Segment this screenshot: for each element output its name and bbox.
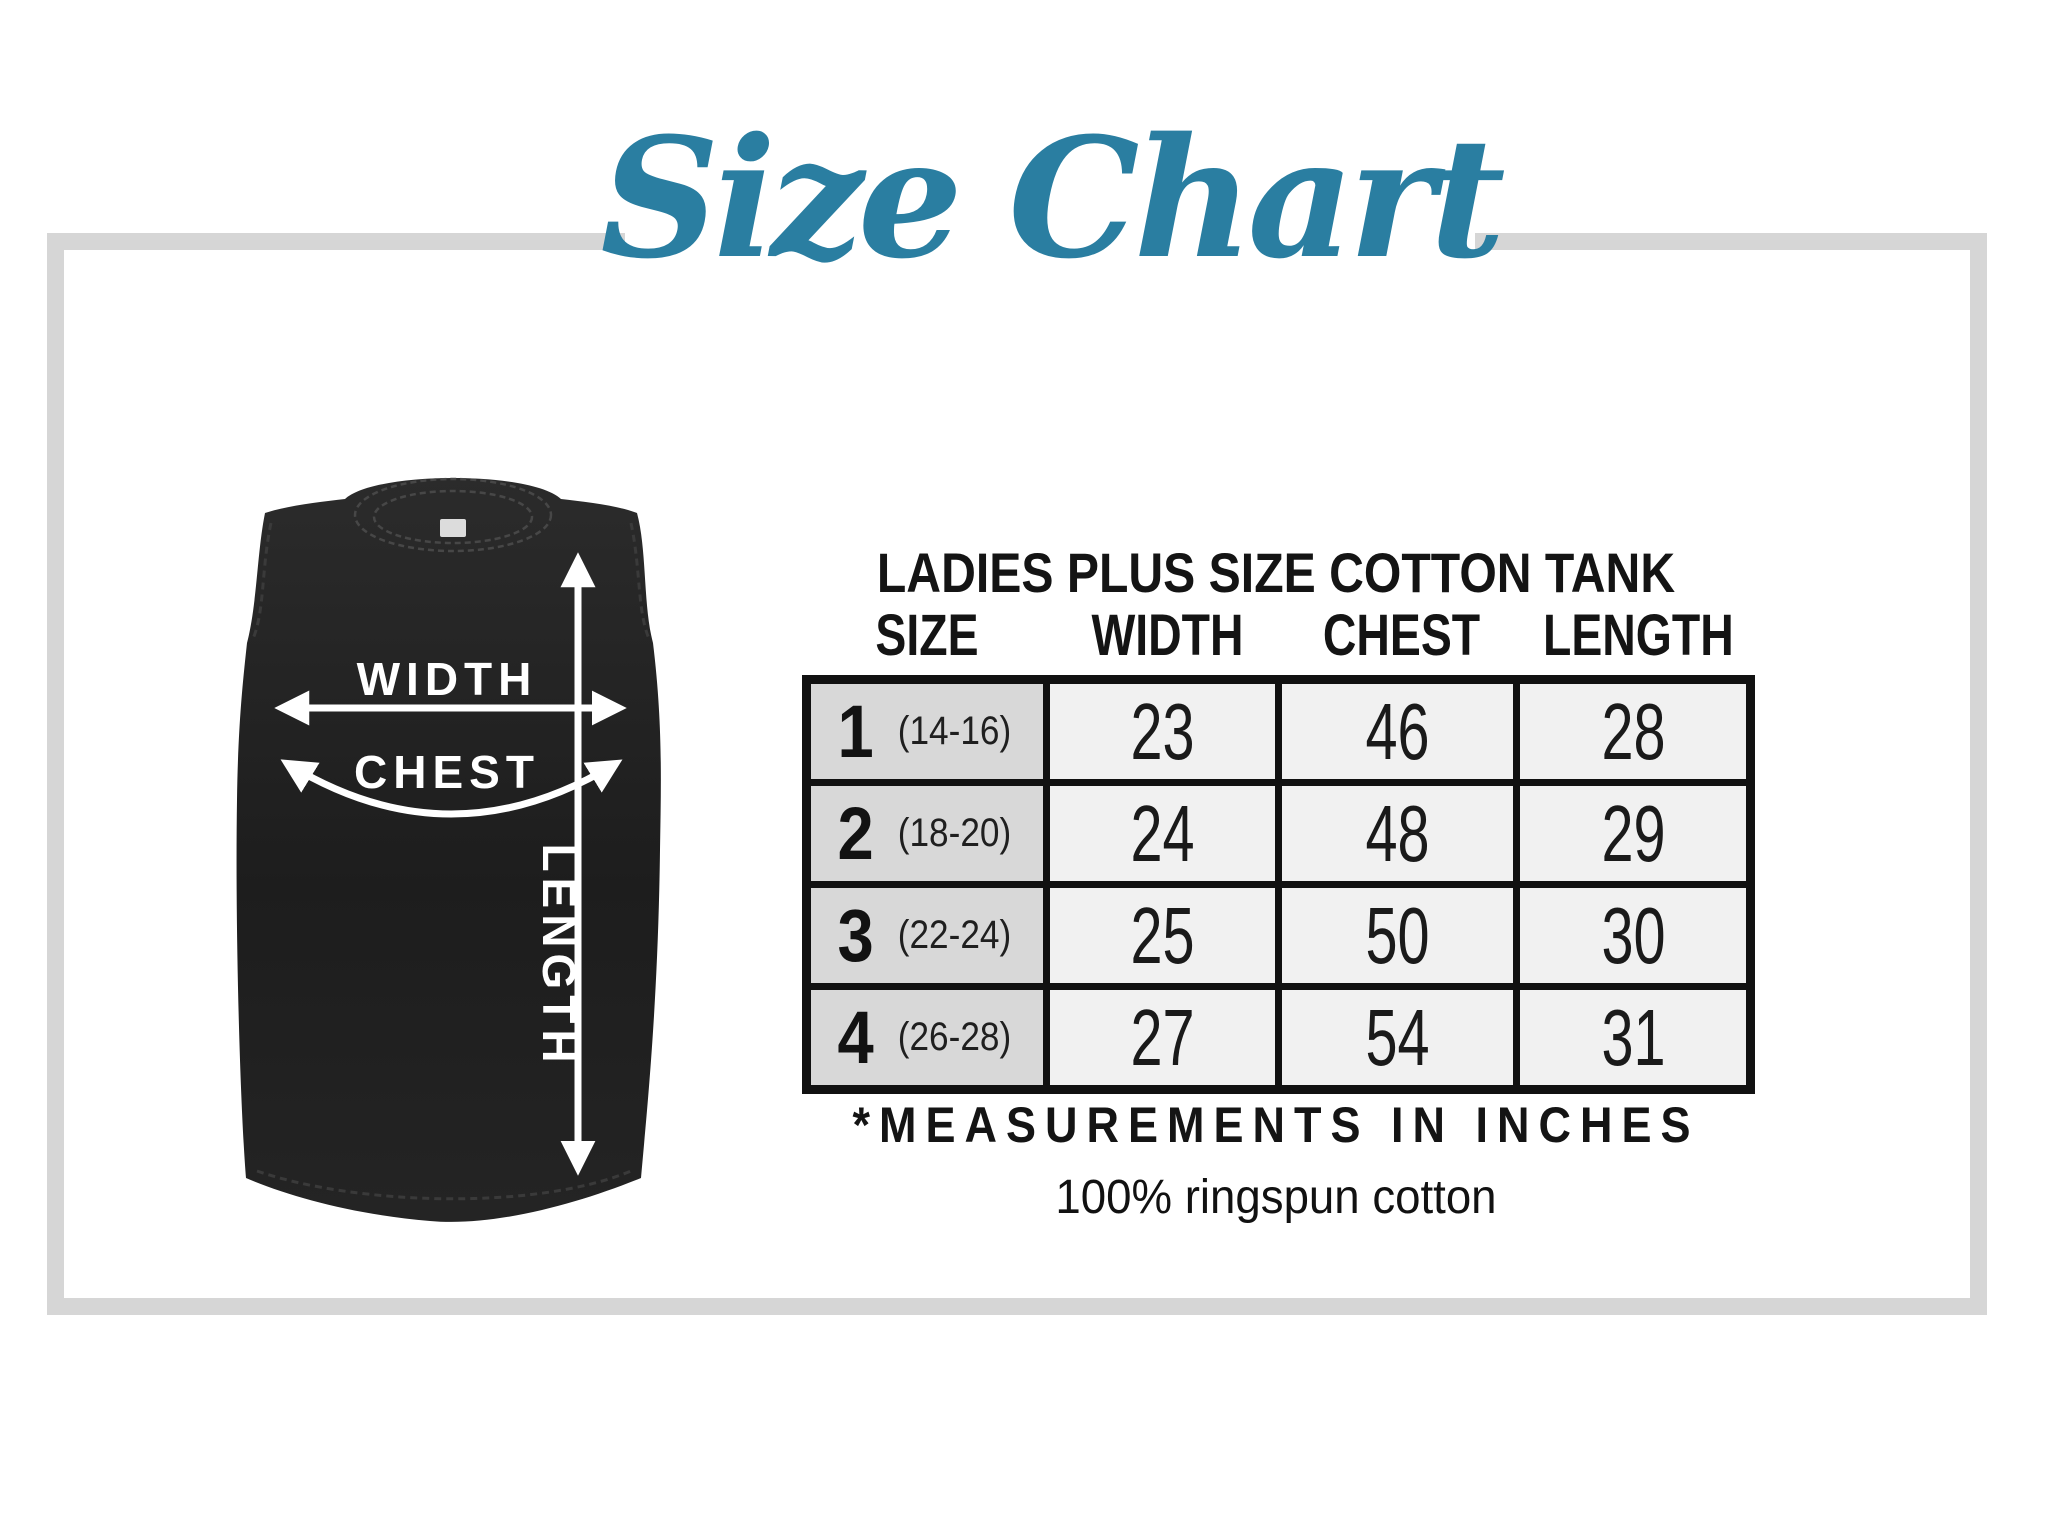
length-cell-row1: 28 (1520, 684, 1746, 779)
width-cell-row4: 27 (1050, 990, 1275, 1085)
column-header-size: SIZE (875, 603, 979, 668)
measurements-note: *MEASUREMENTS IN INCHES (852, 1097, 1700, 1153)
size-number: 2 (837, 792, 874, 875)
width-value: 24 (1130, 788, 1195, 878)
size-table: 1 (14-16) 23 46 28 2 (18-20) 24 48 29 3 … (802, 675, 1755, 1094)
size-number: 1 (837, 690, 874, 773)
size-cell-row2: 2 (18-20) (811, 786, 1043, 881)
size-cell-row3: 3 (22-24) (811, 888, 1043, 983)
tank-top-diagram: WIDTH CHEST LENGTH (236, 477, 661, 1222)
gray-border-frame (47, 233, 1987, 1315)
chest-cell-row3: 50 (1282, 888, 1513, 983)
column-header-length: LENGTH (1543, 603, 1734, 668)
length-cell-row4: 31 (1520, 990, 1746, 1085)
width-cell-row3: 25 (1050, 888, 1275, 983)
chest-value: 46 (1365, 686, 1430, 776)
page-title: Size Chart (600, 55, 1506, 340)
length-label: LENGTH (533, 843, 585, 1068)
column-header-width: WIDTH (1091, 603, 1244, 668)
chest-cell-row4: 54 (1282, 990, 1513, 1085)
neck-tag (440, 519, 466, 537)
chest-value: 50 (1365, 890, 1430, 980)
chest-cell-row1: 46 (1282, 684, 1513, 779)
length-value: 30 (1600, 890, 1666, 980)
table-column-headers: SIZE WIDTH CHEST LENGTH (802, 604, 1750, 668)
column-header-chest: CHEST (1322, 603, 1481, 668)
left-armhole-seam (250, 522, 273, 642)
chest-cell-row2: 48 (1282, 786, 1513, 881)
collar-inner-stitch (372, 489, 534, 545)
size-range: (18-20) (897, 811, 1012, 855)
width-cell-row2: 24 (1050, 786, 1275, 881)
collar-outer-stitch (353, 477, 553, 553)
size-range: (26-28) (897, 1015, 1012, 1059)
length-value: 31 (1600, 992, 1666, 1082)
chest-label: CHEST (354, 746, 540, 798)
length-value: 29 (1600, 788, 1666, 878)
size-number: 4 (837, 996, 874, 1079)
width-label: WIDTH (357, 653, 538, 705)
material-note: 100% ringspun cotton (1055, 1171, 1497, 1224)
tank-top-silhouette (236, 478, 661, 1222)
length-value: 28 (1600, 686, 1666, 776)
width-value: 25 (1130, 890, 1195, 980)
size-cell-row4: 4 (26-28) (811, 990, 1043, 1085)
right-armhole-seam (629, 522, 652, 642)
width-value: 23 (1130, 686, 1195, 776)
chest-value: 54 (1365, 992, 1430, 1082)
width-value: 27 (1130, 992, 1195, 1082)
chest-value: 48 (1365, 788, 1430, 878)
product-title: LADIES PLUS SIZE COTTON TANK (876, 541, 1676, 604)
length-cell-row3: 30 (1520, 888, 1746, 983)
size-range: (14-16) (897, 709, 1012, 753)
size-number: 3 (837, 894, 874, 977)
length-cell-row2: 29 (1520, 786, 1746, 881)
width-cell-row1: 23 (1050, 684, 1275, 779)
size-cell-row1: 1 (14-16) (811, 684, 1043, 779)
size-range: (22-24) (897, 913, 1012, 957)
